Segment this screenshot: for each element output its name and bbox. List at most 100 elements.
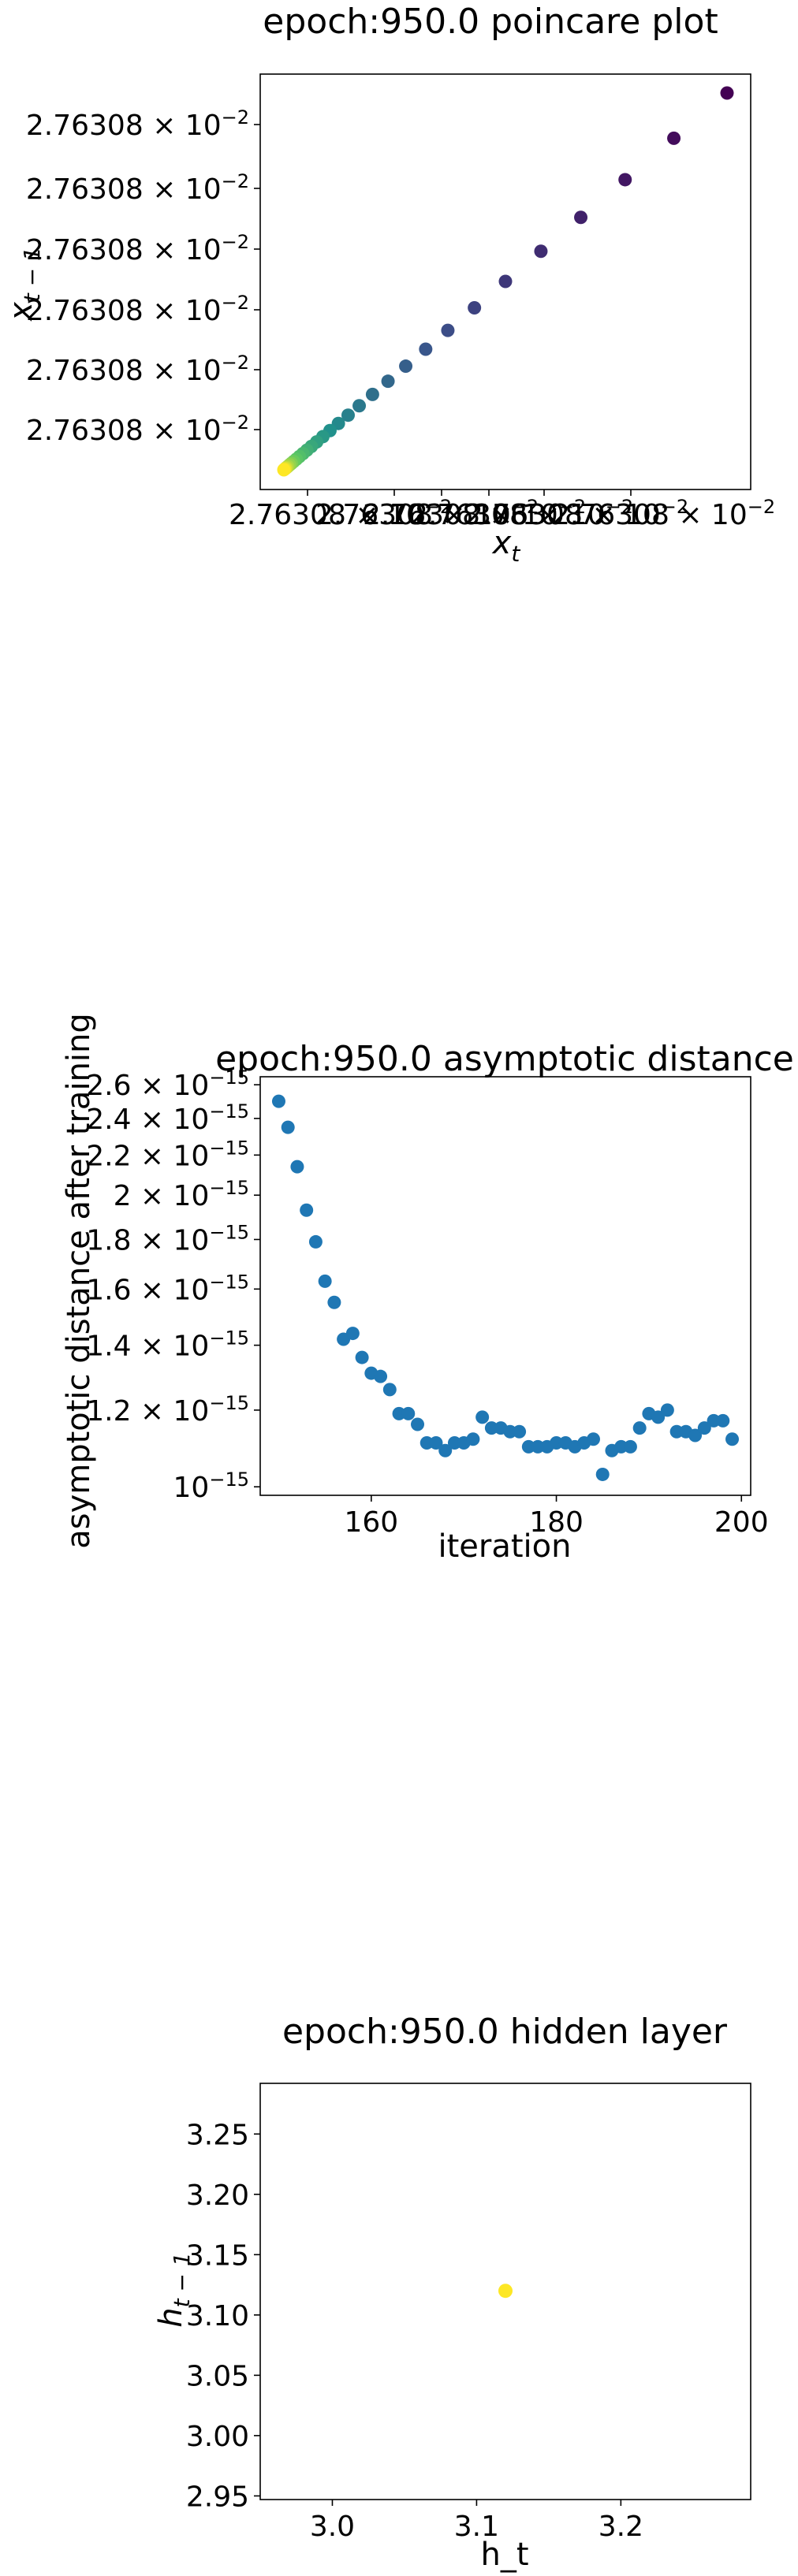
asymptotic-point xyxy=(290,1160,304,1174)
hidden-layer-panel: epoch:950.0 hidden layer 2.95 3.00 3.05 3.1… xyxy=(153,2012,751,2573)
asymptotic-point xyxy=(392,1406,406,1420)
asymptotic-point xyxy=(550,1436,564,1450)
poincare-x-tick-label: 2.76308 × 10−2 xyxy=(363,496,586,531)
poincare-plot-axes-frame xyxy=(259,73,751,490)
hidden-x-tick-label: 3.1 xyxy=(454,2511,499,2543)
asymptotic-y-tick-label: 2.6 × 10−15 xyxy=(86,1067,249,1102)
poincare-point xyxy=(498,274,513,288)
poincare-point xyxy=(720,86,734,100)
hidden-y-tick-label: 3.20 xyxy=(186,2180,249,2212)
asymptotic-y-ticks: 2.6 × 10−152.4 × 10−152.2 × 10−15 2 × 10−… xyxy=(86,1067,260,1504)
poincare-point xyxy=(574,210,588,225)
poincare-x-tick-label: 2.76308 × 10−2 xyxy=(229,496,452,531)
poincare-plot-title: epoch:950.0 poincare plot xyxy=(263,2,718,42)
poincare-point xyxy=(341,408,355,423)
hidden-y-tick-label: 2.95 xyxy=(186,2481,249,2513)
asymptotic-point xyxy=(374,1369,388,1383)
asymptotic-x-ticks: 160 180 200 xyxy=(344,1495,769,1539)
poincare-y-tick-label: 2.76308 × 10−2 xyxy=(26,106,249,142)
asymptotic-y-axis-label: asymptotic distance after training xyxy=(61,1013,97,1549)
poincare-y-tick-labels: 2.76308 × 10−2 2.76308 × 10−2 2.76308 × 10… xyxy=(26,106,260,447)
asymptotic-point xyxy=(614,1439,628,1454)
asymptotic-x-axis-label: iteration xyxy=(438,1528,572,1565)
hidden-point xyxy=(498,2284,513,2299)
asymptotic-point xyxy=(429,1436,443,1450)
asymptotic-x-tick-label: 180 xyxy=(529,1506,584,1539)
poincare-plot-panel: epoch:950.0 poincare plot 2.76308 × 10−2… xyxy=(3,2,775,567)
poincare-y-tick-label: 2.76308 × 10−2 xyxy=(26,170,249,206)
hidden-y-tick-label: 3.00 xyxy=(186,2421,249,2453)
hidden-y-axis-label: ht − 1 xyxy=(153,2252,195,2327)
hidden-y-tick-label: 3.25 xyxy=(186,2119,249,2151)
asymptotic-point xyxy=(271,1094,285,1108)
hidden-y-tick-label: 3.10 xyxy=(186,2300,249,2332)
poincare-y-tick-label: 2.76308 × 10−2 xyxy=(26,411,249,447)
poincare-x-tick-labels: 2.76308 × 10−22.76308 × 10−22.76308 × 10… xyxy=(229,490,775,531)
hidden-x-tick-label: 3.2 xyxy=(598,2511,643,2543)
poincare-points xyxy=(277,86,734,477)
asymptotic-point xyxy=(382,1383,397,1397)
hidden-x-tick-label: 3.0 xyxy=(310,2511,355,2543)
asymptotic-distance-panel: epoch:950.0 asymptotic distance 2.6 × 10… xyxy=(61,1013,794,1565)
asymptotic-point xyxy=(651,1410,666,1424)
poincare-point xyxy=(365,387,379,401)
asymptotic-point xyxy=(327,1295,341,1309)
asymptotic-point xyxy=(513,1424,527,1439)
asymptotic-point xyxy=(697,1421,711,1435)
poincare-x-axis-label: xt xyxy=(491,525,521,567)
asymptotic-distance-title: epoch:950.0 asymptotic distance xyxy=(215,1039,794,1079)
asymptotic-point xyxy=(475,1410,490,1424)
hidden-points xyxy=(498,2284,513,2299)
asymptotic-point xyxy=(632,1421,647,1435)
asymptotic-point xyxy=(669,1424,684,1439)
asymptotic-point xyxy=(300,1203,314,1217)
poincare-point xyxy=(381,374,395,389)
poincare-point xyxy=(667,131,681,145)
poincare-y-tick-label: 2.76308 × 10−2 xyxy=(26,231,249,266)
poincare-point xyxy=(419,342,433,356)
asymptotic-point xyxy=(688,1428,703,1442)
poincare-x-tick-label: 2.76308 × 10−2 xyxy=(315,496,539,531)
hidden-y-tick-label: 3.05 xyxy=(186,2360,249,2392)
poincare-x-tick-label: 2.76308 × 10−2 xyxy=(465,496,688,531)
asymptotic-point xyxy=(401,1406,416,1420)
poincare-y-tick-label: 2.76308 × 10−2 xyxy=(26,352,249,387)
asymptotic-y-tick-label: 2.2 × 10−15 xyxy=(86,1137,249,1172)
asymptotic-y-tick-label: 1.4 × 10−15 xyxy=(86,1327,249,1363)
asymptotic-x-tick-label: 160 xyxy=(344,1506,398,1539)
hidden-x-ticks: 3.0 3.1 3.2 xyxy=(310,2500,643,2543)
asymptotic-y-tick-label: 1.2 × 10−15 xyxy=(86,1392,249,1428)
asymptotic-point xyxy=(595,1467,610,1481)
poincare-point xyxy=(399,359,413,374)
asymptotic-point xyxy=(623,1439,637,1454)
poincare-y-tick-label: 2.76308 × 10−2 xyxy=(26,292,249,327)
asymptotic-point xyxy=(281,1120,295,1134)
asymptotic-point xyxy=(716,1413,730,1428)
asymptotic-x-tick-label: 200 xyxy=(714,1506,769,1539)
asymptotic-point xyxy=(438,1443,453,1457)
hidden-layer-title: epoch:950.0 hidden layer xyxy=(282,2012,728,2052)
asymptotic-point xyxy=(308,1234,323,1249)
asymptotic-point xyxy=(355,1350,369,1364)
asymptotic-point xyxy=(411,1417,425,1431)
asymptotic-point xyxy=(521,1439,535,1454)
asymptotic-point xyxy=(725,1432,740,1446)
hidden-y-tick-label: 3.15 xyxy=(186,2239,249,2272)
asymptotic-y-tick-label: 2 × 10−15 xyxy=(114,1177,249,1212)
hidden-x-axis-label: h_t xyxy=(480,2537,528,2573)
poincare-y-axis-label: xt − 1 xyxy=(3,247,45,322)
poincare-x-tick-label: 2.76308 × 10−2 xyxy=(410,496,633,531)
asymptotic-point xyxy=(318,1274,332,1288)
poincare-point xyxy=(352,399,367,413)
hidden-layer-axes-frame xyxy=(259,2083,751,2500)
asymptotic-distance-axes-frame xyxy=(259,1076,751,1496)
poincare-point xyxy=(277,463,291,477)
poincare-point xyxy=(441,323,455,337)
poincare-x-tick-label: 2.76308 × 10−2 xyxy=(552,496,775,531)
asymptotic-point xyxy=(420,1436,434,1450)
asymptotic-point xyxy=(345,1327,360,1341)
hidden-y-ticks: 2.95 3.00 3.05 3.10 3.15 3.20 3.25 xyxy=(186,2119,260,2513)
asymptotic-point xyxy=(447,1436,461,1450)
asymptotic-y-tick-label: 2.4 × 10−15 xyxy=(86,1100,249,1136)
